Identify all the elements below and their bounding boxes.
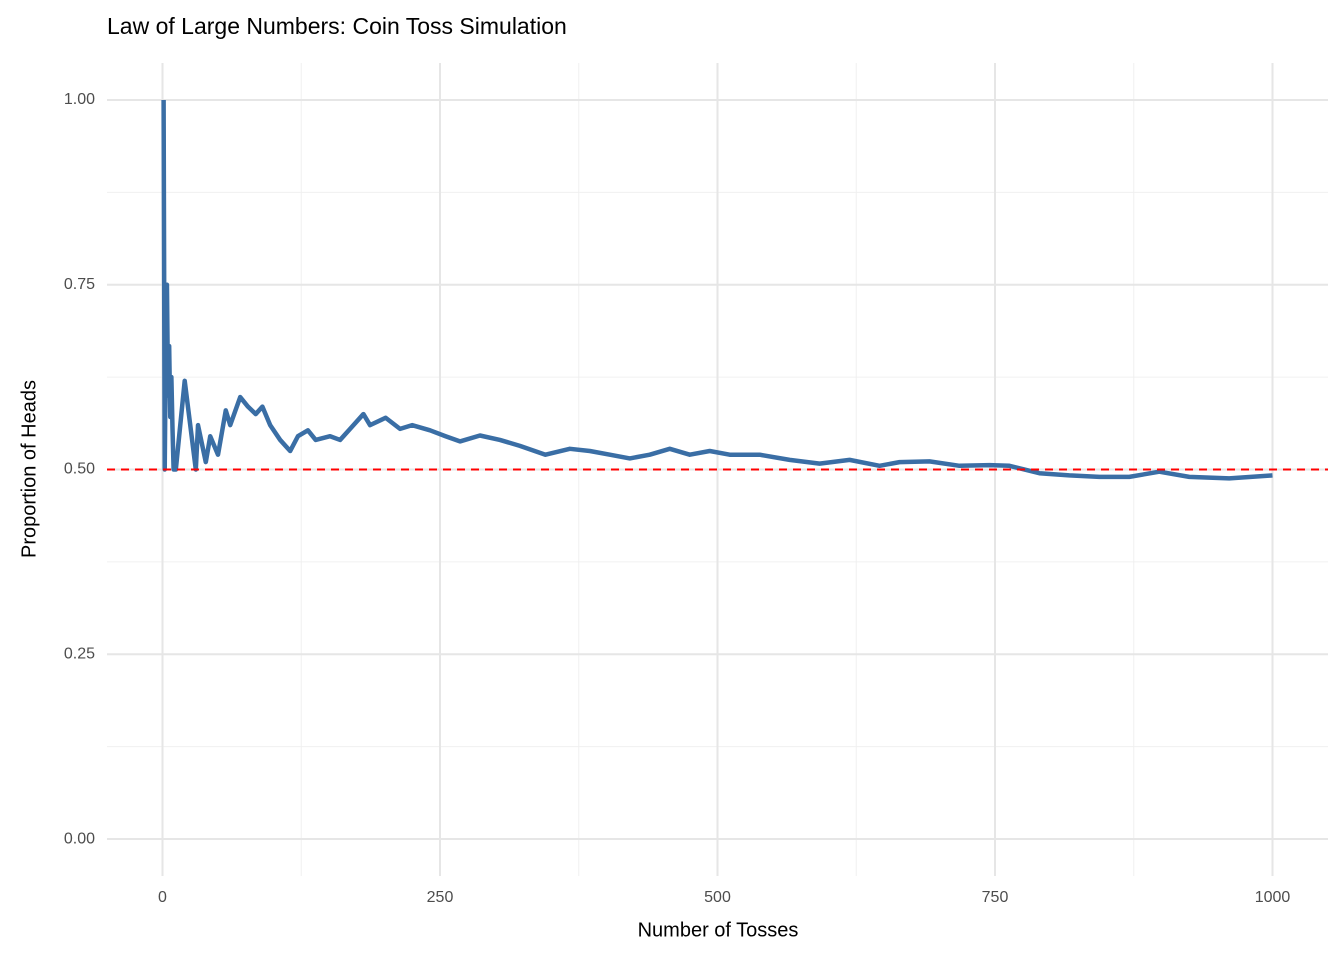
chart-title: Law of Large Numbers: Coin Toss Simulati… [107,13,567,39]
x-tick-label: 500 [704,889,731,906]
x-tick-label: 750 [982,889,1009,906]
x-tick-label: 250 [427,889,454,906]
x-axis-title: Number of Tosses [638,919,799,941]
y-tick-label: 0.50 [64,461,95,478]
y-tick-label: 0.25 [64,645,95,662]
y-tick-label: 1.00 [64,91,95,108]
y-axis-title: Proportion of Heads [18,380,40,558]
x-tick-label: 0 [158,889,167,906]
x-tick-label: 1000 [1255,889,1291,906]
data-line [161,99,1273,481]
y-tick-label: 0.75 [64,276,95,293]
y-tick-label: 0.00 [64,830,95,847]
